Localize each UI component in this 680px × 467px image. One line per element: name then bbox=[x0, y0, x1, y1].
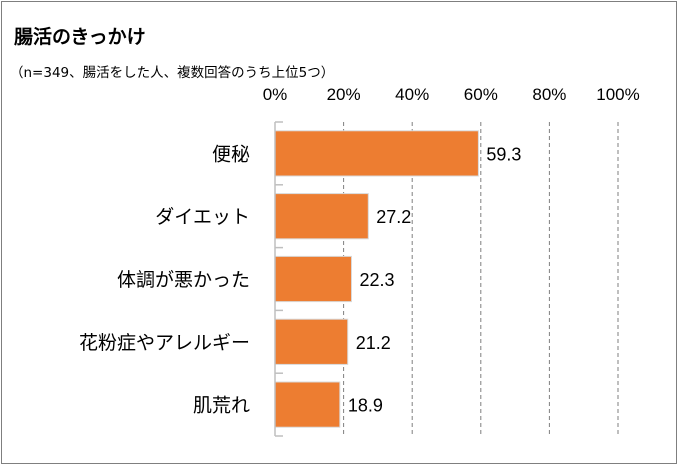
category-label: ダイエット bbox=[155, 206, 250, 228]
bar bbox=[274, 193, 369, 240]
bar bbox=[274, 255, 352, 303]
bars bbox=[274, 130, 479, 428]
bar bbox=[274, 318, 349, 365]
x-tick-label: 80% bbox=[532, 85, 566, 104]
bar bbox=[274, 381, 341, 428]
x-tick-label: 0% bbox=[263, 85, 288, 104]
bar bbox=[274, 130, 479, 177]
x-axis-tick-labels: 0% 20% 40% 60% 80% 100% bbox=[263, 85, 640, 104]
chart-title: 腸活のきっかけ bbox=[14, 26, 146, 48]
x-tick-label: 100% bbox=[596, 85, 639, 104]
data-label: 27.2 bbox=[376, 207, 411, 227]
category-axis bbox=[274, 121, 283, 437]
value-labels: 59.3 27.2 22.3 21.2 18.9 bbox=[348, 144, 522, 415]
category-label: 便秘 bbox=[212, 143, 250, 165]
x-tick-label: 20% bbox=[327, 85, 361, 104]
data-label: 59.3 bbox=[486, 144, 521, 164]
data-label: 18.9 bbox=[348, 396, 383, 416]
category-label: 花粉症やアレルギー bbox=[79, 332, 250, 354]
category-label: 肌荒れ bbox=[193, 395, 250, 417]
data-label: 21.2 bbox=[356, 333, 391, 353]
chart-subtitle: （n=349、腸活をした人、複数回答のうち上位5つ） bbox=[10, 65, 335, 81]
x-tick-label: 40% bbox=[395, 85, 429, 104]
category-label: 体調が悪かった bbox=[117, 269, 250, 291]
data-label: 22.3 bbox=[359, 270, 394, 290]
x-tick-label: 60% bbox=[464, 85, 498, 104]
